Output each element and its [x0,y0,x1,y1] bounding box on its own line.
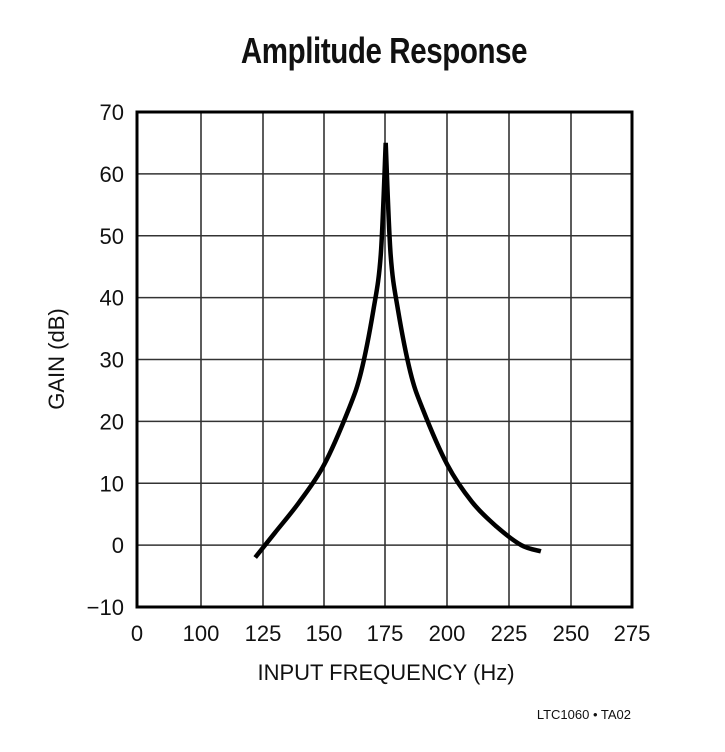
y-tick-label: 40 [100,286,124,311]
y-tick-labels: 70 60 50 40 30 20 10 0 −10 [87,100,124,620]
x-tick-label: 150 [306,621,343,646]
chart-title: Amplitude Response [240,30,528,71]
x-tick-label: 100 [183,621,220,646]
y-tick-label: 0 [112,533,124,558]
x-tick-label: 250 [553,621,590,646]
x-axis-label: INPUT FREQUENCY (Hz) [257,660,514,685]
y-tick-label: 20 [100,409,124,434]
figure-id: LTC1060 • TA02 [536,707,631,722]
x-tick-label: 125 [245,621,282,646]
y-tick-label: 60 [100,162,124,187]
y-tick-label: 70 [100,100,124,125]
y-axis-label: GAIN (dB) [44,308,69,409]
x-tick-label: 0 [131,621,143,646]
y-tick-label: 30 [100,348,124,373]
y-tick-label: −10 [87,595,124,620]
y-tick-label: 50 [100,224,124,249]
x-tick-labels: 0 100 125 150 175 200 225 250 275 [131,621,650,646]
y-tick-label: 10 [100,471,124,496]
gain-curve [253,142,542,559]
x-tick-label: 225 [491,621,528,646]
plot-frame [135,110,634,609]
x-tick-label: 200 [429,621,466,646]
x-tick-label: 275 [614,621,651,646]
grid [137,112,632,607]
x-tick-label: 175 [367,621,404,646]
